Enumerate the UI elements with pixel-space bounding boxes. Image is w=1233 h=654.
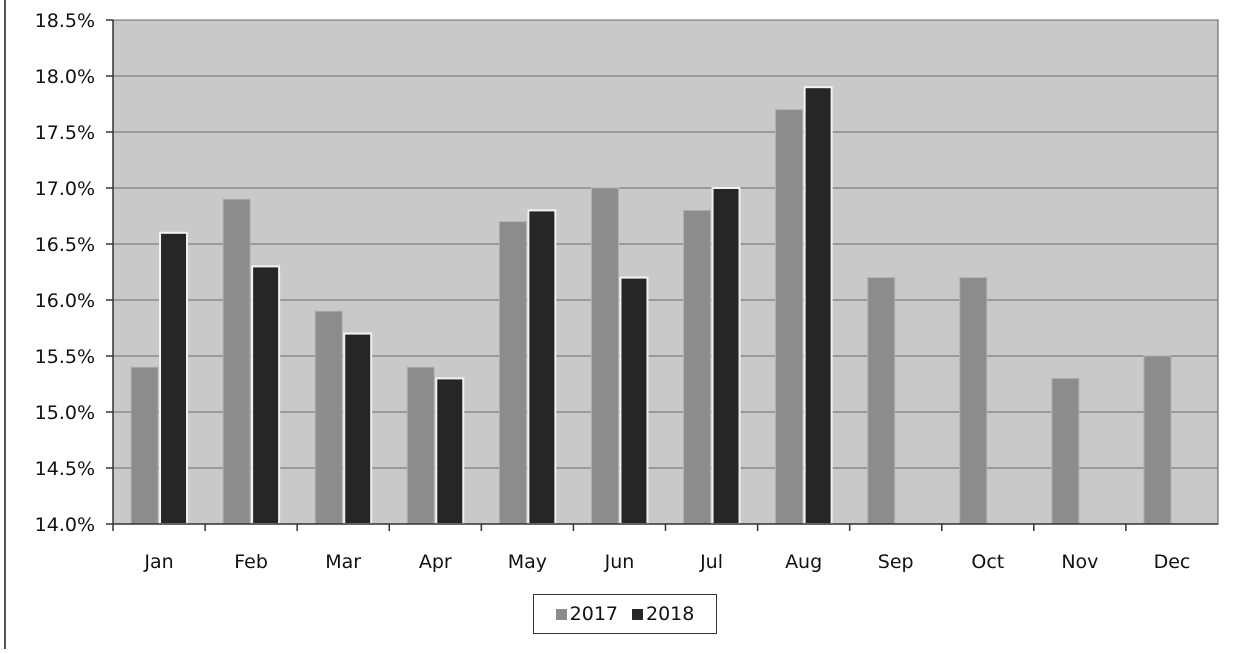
y-tick-label: 15.5% xyxy=(35,346,95,368)
x-axis-ticks: Jan Feb Mar Apr May Jun Jul Aug Sep Oct Nov Dec xyxy=(112,524,1191,573)
legend-label-2017: 2017 xyxy=(569,603,618,625)
legend-label-2018: 2018 xyxy=(646,603,695,625)
x-tick-label-may: May xyxy=(508,551,547,573)
x-tick-label-oct: Oct xyxy=(971,551,1004,573)
legend-swatch-2018 xyxy=(632,608,643,620)
bar-2017-jan xyxy=(130,366,159,525)
bar-2017-may xyxy=(498,221,527,525)
x-tick-label-jan: Jan xyxy=(143,551,173,573)
x-tick-label-aug: Aug xyxy=(785,551,822,573)
x-tick-label-sep: Sep xyxy=(878,551,914,573)
bar-2017-oct xyxy=(959,277,988,525)
bar-2017-dec xyxy=(1143,355,1172,525)
legend-swatch-2017 xyxy=(555,608,567,620)
y-tick-label: 17.5% xyxy=(35,122,95,144)
bar-2018-jul xyxy=(711,187,741,525)
y-tick-label: 15.0% xyxy=(35,402,95,424)
y-tick-label: 14.5% xyxy=(35,458,95,480)
x-tick-label-nov: Nov xyxy=(1061,551,1098,573)
bar-2018-mar xyxy=(343,332,373,525)
y-tick-label: 18.0% xyxy=(35,66,95,88)
x-tick-label-apr: Apr xyxy=(419,551,452,573)
bar-2017-jun xyxy=(590,187,619,525)
bar-2017-jul xyxy=(683,209,712,525)
y-tick-label: 16.0% xyxy=(35,290,95,312)
x-tick-label-dec: Dec xyxy=(1154,551,1191,573)
bar-2018-jan xyxy=(159,231,189,526)
y-tick-label: 14.0% xyxy=(35,514,95,536)
bar-2017-aug xyxy=(775,109,804,525)
x-tick-label-jul: Jul xyxy=(699,551,723,573)
y-tick-label: 17.0% xyxy=(35,178,95,200)
left-border-line xyxy=(4,0,6,649)
x-tick-label-mar: Mar xyxy=(325,551,361,573)
y-tick-label: 16.5% xyxy=(35,234,95,256)
bar-2017-nov xyxy=(1051,377,1080,525)
legend-entry-2018: 2018 xyxy=(632,603,694,625)
bar-2018-jun xyxy=(619,276,649,525)
bar-2017-apr xyxy=(406,366,435,525)
x-tick-label-feb: Feb xyxy=(234,551,268,573)
bar-2017-sep xyxy=(867,277,896,525)
x-tick-label-jun: Jun xyxy=(604,551,635,573)
bar-2018-feb xyxy=(251,265,281,525)
bar-2018-apr xyxy=(435,377,465,525)
gridlines xyxy=(113,19,1218,469)
y-axis-ticks: 14.0% 14.5% 15.0% 15.5% 16.0% 16.5% 17.0% 17.5%… xyxy=(35,10,113,536)
y-tick-label: 18.5% xyxy=(35,10,95,32)
bar-2018-aug xyxy=(803,86,833,525)
bar-2017-mar xyxy=(314,310,343,525)
legend-entry-2017: 2017 xyxy=(555,603,618,625)
bar-2017-feb xyxy=(222,198,251,525)
plot-area xyxy=(112,19,1219,525)
legend: 2017 2018 xyxy=(533,594,717,634)
bars xyxy=(130,86,1172,526)
bar-2018-may xyxy=(527,209,557,525)
